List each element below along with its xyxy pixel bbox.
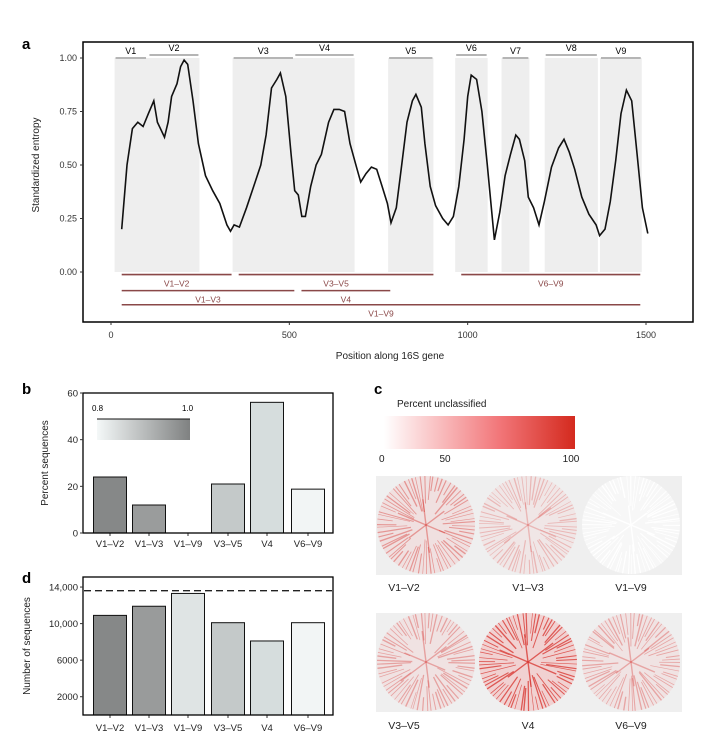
phylogenetic-tree-V6–V9 [582, 613, 680, 711]
y-tick-label: 0 [73, 529, 78, 540]
y-tick-label: 60 [67, 389, 78, 400]
x-tick-label: 0 [108, 330, 113, 340]
region-label-V3: V3 [258, 46, 269, 56]
panel-c-unclassified-trees: Percent unclassified 0 50 100 V1–V2 V1–V3 V1–V… [376, 399, 682, 732]
region-label-V4: V4 [319, 43, 330, 53]
colorbar-tick-label: 0 [379, 454, 385, 465]
x-tick-label: V4 [261, 539, 273, 550]
variable-region-shade [455, 58, 487, 272]
y-axis-label: Standardized entropy [31, 117, 42, 212]
tree-label: V1–V2 [388, 582, 420, 594]
region-label-V2: V2 [168, 43, 179, 53]
x-tick-label: V1–V9 [174, 539, 203, 550]
x-tick-label: V1–V9 [174, 723, 203, 734]
amplicon-label: V4 [341, 295, 352, 305]
tree-branch [529, 560, 530, 574]
colorbar-max-label: 1.0 [182, 404, 194, 413]
y-axis-label: Percent sequences [40, 420, 51, 506]
panel-d-count-bar-chart: V1–V2 V1–V3 V1–V9 V3–V5 V4 V6–V9 2000 6000 10,00… [22, 577, 333, 734]
x-tick-label: 1500 [636, 330, 656, 340]
region-label-V8: V8 [566, 43, 577, 53]
region-label-V6: V6 [466, 43, 477, 53]
x-tick-label: V3–V5 [214, 723, 243, 734]
amplicon-label: V3–V5 [323, 279, 349, 289]
panel-label-c: c [374, 381, 382, 398]
tree-label: V1–V9 [615, 582, 647, 594]
amplicon-label: V6–V9 [538, 279, 564, 289]
variable-region-shade [600, 58, 642, 272]
tree-label: V6–V9 [615, 720, 647, 732]
phylogenetic-tree-V1–V9 [582, 476, 680, 574]
bar-V1–V3 [133, 606, 166, 715]
colorbar [384, 416, 575, 449]
x-tick-label: V1–V2 [96, 539, 125, 550]
tree-branch [448, 663, 475, 664]
x-tick-label: V1–V2 [96, 723, 125, 734]
y-tick-label: 2000 [57, 692, 78, 703]
x-tick-label: V3–V5 [214, 539, 243, 550]
y-tick-label: 0.00 [59, 267, 77, 277]
x-tick-label: V1–V3 [135, 723, 164, 734]
phylogenetic-tree-V3–V5 [377, 613, 475, 711]
amplicon-label: V1–V2 [164, 279, 190, 289]
tree-branch [425, 476, 426, 504]
y-tick-label: 0.50 [59, 160, 77, 170]
x-tick-label: 500 [282, 330, 297, 340]
y-tick-label: 20 [67, 482, 78, 493]
y-tick-label: 6000 [57, 656, 78, 667]
bar-V1–V2 [94, 477, 127, 533]
bar-V1–V9 [172, 593, 205, 715]
bar-V3–V5 [212, 484, 245, 533]
tree-branch [582, 660, 603, 661]
bar-V1–V3 [133, 505, 166, 533]
phylogenetic-tree-V1–V3 [479, 476, 577, 574]
x-tick-label: 1000 [458, 330, 478, 340]
y-tick-label: 10,000 [49, 619, 78, 630]
amplicon-label: V1–V3 [195, 295, 221, 305]
bar-V6–V9 [292, 623, 325, 715]
bar-V4 [251, 402, 284, 533]
panel-label-d: d [22, 570, 31, 587]
panel-a-entropy-plot: V1 V2 V3 V4 V5 V6 V7 V8 V9 V1–V2 V3–V5 V6–V9 V1–V3 V4… [31, 42, 693, 362]
tree-label: V4 [522, 720, 535, 732]
variable-region-shade [388, 58, 433, 272]
colorbar-min-label: 0.8 [92, 404, 104, 413]
x-tick-label: V6–V9 [294, 723, 323, 734]
region-label-V1: V1 [125, 46, 136, 56]
phylogenetic-tree-V1–V2 [377, 476, 475, 574]
y-tick-label: 40 [67, 435, 78, 446]
bar-V4 [251, 641, 284, 715]
colorbar-title: Percent unclassified [397, 399, 487, 410]
region-label-V5: V5 [405, 46, 416, 56]
panel-b-percent-bar-chart: V1–V2 V1–V3 V1–V9 V3–V5 V4 V6–V9 0 20 40 60 Percen… [40, 389, 333, 551]
y-tick-label: 14,000 [49, 583, 78, 594]
y-tick-label: 0.75 [59, 107, 77, 117]
y-tick-label: 1.00 [59, 53, 77, 63]
region-label-V9: V9 [615, 46, 626, 56]
phylogenetic-tree-V4 [479, 613, 577, 711]
y-tick-label: 0.25 [59, 214, 77, 224]
y-axis-label: Number of sequences [22, 597, 33, 695]
bar-V3–V5 [212, 623, 245, 715]
panel-label-a: a [22, 36, 31, 53]
panel-label-b: b [22, 381, 31, 398]
x-tick-label: V1–V3 [135, 539, 164, 550]
bar-V6–V9 [292, 489, 325, 533]
region-label-V7: V7 [510, 46, 521, 56]
bar-V1–V2 [94, 615, 127, 715]
amplicon-label: V1–V9 [368, 309, 394, 319]
variable-region-shade [233, 58, 355, 272]
colorbar-tick-label: 100 [563, 454, 580, 465]
colorbar-tick-label: 50 [439, 454, 451, 465]
x-axis-label: Position along 16S gene [336, 351, 445, 362]
colorbar [97, 419, 190, 440]
x-tick-label: V6–V9 [294, 539, 323, 550]
x-tick-label: V4 [261, 723, 273, 734]
tree-label: V1–V3 [512, 582, 544, 594]
tree-label: V3–V5 [388, 720, 420, 732]
